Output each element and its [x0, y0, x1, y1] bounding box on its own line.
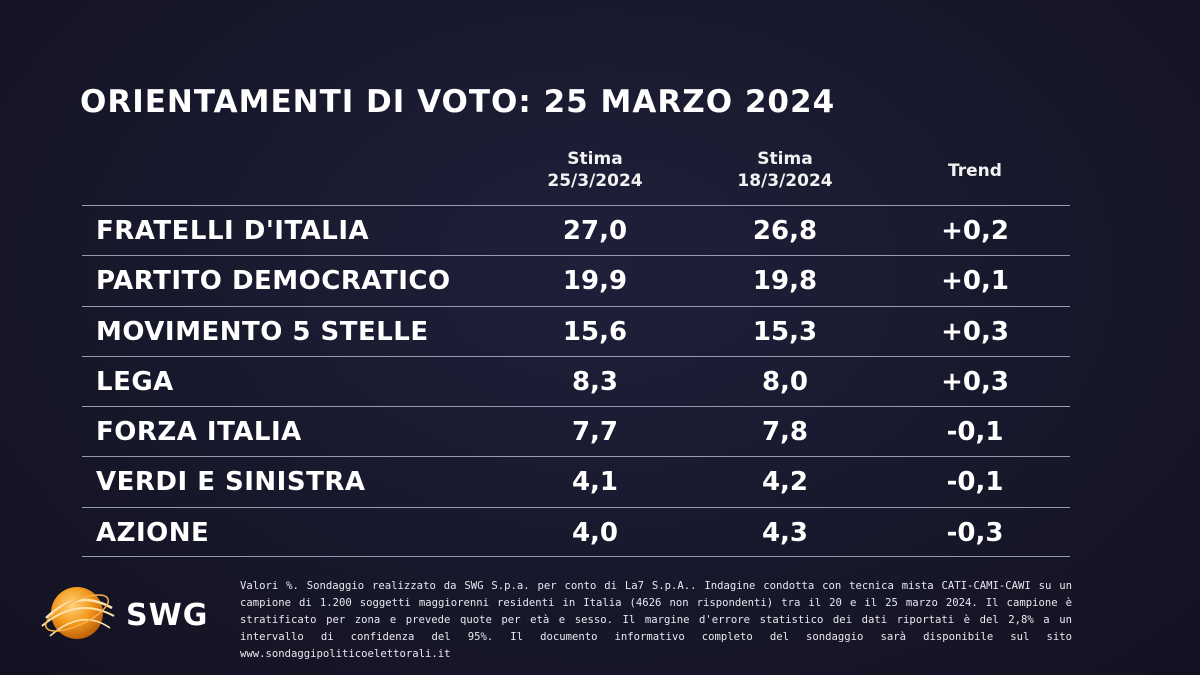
current-value: 4,1: [571, 467, 619, 498]
previous-value: 4,2: [761, 467, 809, 498]
swg-logo: [41, 587, 115, 639]
trend-value: +0,3: [941, 366, 1009, 397]
trend-value: +0,2: [941, 216, 1009, 246]
current-value: 7,7: [571, 417, 619, 448]
party-name: MOVIMENTO 5 STELLE: [96, 316, 429, 347]
table-row: PARTITO DEMOCRATICO 19,9 19,8 +0,1: [82, 255, 1070, 305]
current-value: 19,9: [562, 266, 628, 297]
trend-value: -0,1: [946, 467, 1004, 498]
trend-value: +0,1: [941, 266, 1009, 297]
party-name: FRATELLI D'ITALIA: [96, 216, 370, 246]
previous-value: 7,8: [761, 417, 809, 448]
previous-value: 19,8: [752, 266, 818, 297]
previous-value: 26,8: [752, 216, 818, 246]
column-header-trend-label: Trend: [948, 161, 1002, 181]
logo-text: SWG: [126, 598, 209, 633]
party-name: FORZA ITALIA: [96, 417, 302, 448]
party-name: VERDI E SINISTRA: [96, 467, 366, 498]
column-header-previous-line1: Stima: [757, 149, 813, 169]
page-title: ORIENTAMENTI DI VOTO: 25 MARZO 2024: [80, 84, 836, 120]
previous-value: 4,3: [761, 517, 809, 548]
column-header-current: Stima 25/3/2024: [515, 148, 675, 192]
party-name: PARTITO DEMOCRATICO: [96, 266, 451, 297]
table-row: LEGA 8,3 8,0 +0,3: [82, 355, 1070, 406]
methodology-note: Valori %. Sondaggio realizzato da SWG S.…: [240, 580, 1072, 660]
current-value: 8,3: [571, 366, 619, 397]
table-row: FRATELLI D'ITALIA 27,0 26,8 +0,2: [82, 205, 1070, 255]
column-header-current-line2: 25/3/2024: [547, 171, 643, 191]
trend-value: -0,3: [946, 517, 1004, 548]
poll-table: FRATELLI D'ITALIA 27,0 26,8 +0,2 PARTITO…: [82, 205, 1070, 558]
table-row: VERDI E SINISTRA 4,1 4,2 -0,1: [82, 456, 1070, 506]
party-name: AZIONE: [96, 517, 210, 548]
trend-value: -0,1: [946, 417, 1004, 448]
column-header-previous-line2: 18/3/2024: [737, 171, 833, 191]
current-value: 4,0: [571, 517, 619, 548]
previous-value: 15,3: [752, 316, 818, 347]
globe-icon: [41, 587, 115, 639]
table-row: FORZA ITALIA 7,7 7,8 -0,1: [82, 406, 1070, 456]
table-row: AZIONE 4,0 4,3 -0,3: [82, 506, 1070, 558]
table-row: MOVIMENTO 5 STELLE 15,6 15,3 +0,3: [82, 305, 1070, 356]
party-name: LEGA: [96, 366, 174, 397]
column-header-current-line1: Stima: [567, 149, 623, 169]
previous-value: 8,0: [761, 366, 809, 397]
trend-value: +0,3: [941, 316, 1009, 347]
current-value: 15,6: [562, 316, 628, 347]
column-header-previous: Stima 18/3/2024: [705, 148, 865, 192]
current-value: 27,0: [562, 216, 628, 246]
column-header-trend: Trend: [895, 160, 1055, 182]
